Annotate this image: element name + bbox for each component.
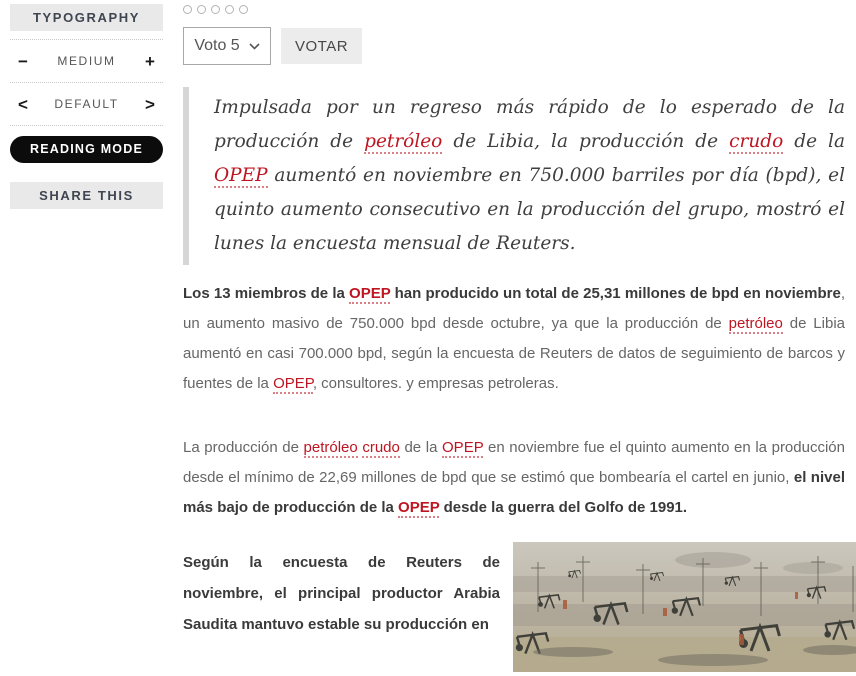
font-style-prev-button[interactable]: <	[18, 94, 28, 114]
text-segment: el nivel más bajo de producción de la	[183, 469, 845, 516]
article-paragraph-2: La producción de petróleo crudo de la OP…	[183, 433, 845, 523]
rating-dot[interactable]	[225, 5, 234, 14]
font-style-label: DEFAULT	[54, 97, 119, 111]
text-segment: aumentó en noviembre en 750.000 barriles…	[214, 165, 845, 254]
font-size-decrease-button[interactable]: −	[18, 51, 28, 71]
text-segment: de Libia, la producción de	[442, 131, 730, 152]
rating-dots	[183, 5, 845, 14]
font-style-row: < DEFAULT >	[10, 83, 163, 126]
text-segment: Según la encuesta de Reuters de noviembr…	[183, 554, 500, 633]
font-size-label: MEDIUM	[57, 54, 116, 68]
rating-dot[interactable]	[183, 5, 192, 14]
inline-link[interactable]: OPEP	[349, 285, 391, 304]
inline-link[interactable]: OPEP	[442, 439, 484, 458]
inline-link[interactable]: petróleo	[728, 315, 783, 334]
inline-link[interactable]: OPEP	[214, 165, 268, 188]
vote-select[interactable]: Voto 5	[183, 27, 271, 65]
font-size-increase-button[interactable]: +	[145, 51, 155, 71]
inline-link[interactable]: petróleo	[364, 131, 443, 154]
article-paragraph-3: Según la encuesta de Reuters de noviembr…	[183, 542, 856, 672]
inline-link[interactable]: crudo	[362, 439, 400, 458]
article-main: Voto 5 VOTAR Impulsada por un regreso má…	[183, 0, 856, 676]
inline-link[interactable]: OPEP	[398, 499, 440, 518]
inline-link[interactable]: OPEP	[273, 375, 313, 394]
text-segment: de la	[783, 131, 845, 152]
typography-header: TYPOGRAPHY	[10, 4, 163, 31]
paragraph-3-text: Según la encuesta de Reuters de noviembr…	[183, 554, 500, 633]
chevron-down-icon	[249, 42, 260, 50]
text-segment: en noviembre fue el quinto aumento en la…	[183, 439, 845, 486]
text-segment: de la	[399, 439, 443, 456]
rating-dot[interactable]	[197, 5, 206, 14]
votar-button[interactable]: VOTAR	[281, 28, 363, 64]
text-segment: , consultores. y empresas petroleras.	[312, 375, 559, 392]
text-segment: Impulsada por un regreso más rápido de l…	[214, 97, 845, 152]
rating-dot[interactable]	[211, 5, 220, 14]
article-quote: Impulsada por un regreso más rápido de l…	[183, 87, 845, 265]
inline-link[interactable]: crudo	[729, 131, 784, 154]
text-segment: , un aumento masivo de 750.000 bpd desde…	[183, 285, 845, 332]
text-segment: Los 13 miembros de la	[183, 285, 350, 302]
typography-sidebar: TYPOGRAPHY − MEDIUM + < DEFAULT > READIN…	[0, 0, 175, 209]
rating-dot[interactable]	[239, 5, 248, 14]
text-segment: La producción de	[183, 439, 304, 456]
inline-link[interactable]: petróleo	[303, 439, 358, 458]
vote-row: Voto 5 VOTAR	[183, 27, 845, 65]
vote-select-value: Voto 5	[194, 37, 240, 54]
article-paragraph-1: Los 13 miembros de la OPEP han producido…	[183, 279, 845, 399]
reading-mode-button[interactable]: READING MODE	[10, 136, 163, 163]
text-segment: desde la guerra del Golfo de 1991.	[439, 499, 688, 516]
font-style-next-button[interactable]: >	[145, 94, 155, 114]
share-this-header: SHARE THIS	[10, 182, 163, 209]
font-size-row: − MEDIUM +	[10, 39, 163, 83]
text-segment: de Libia aumentó en casi 700.000 bpd, se…	[183, 315, 845, 392]
oil-field-pump-jacks-image	[513, 542, 856, 672]
text-segment: han producido un total de 25,31 millones…	[390, 285, 841, 302]
